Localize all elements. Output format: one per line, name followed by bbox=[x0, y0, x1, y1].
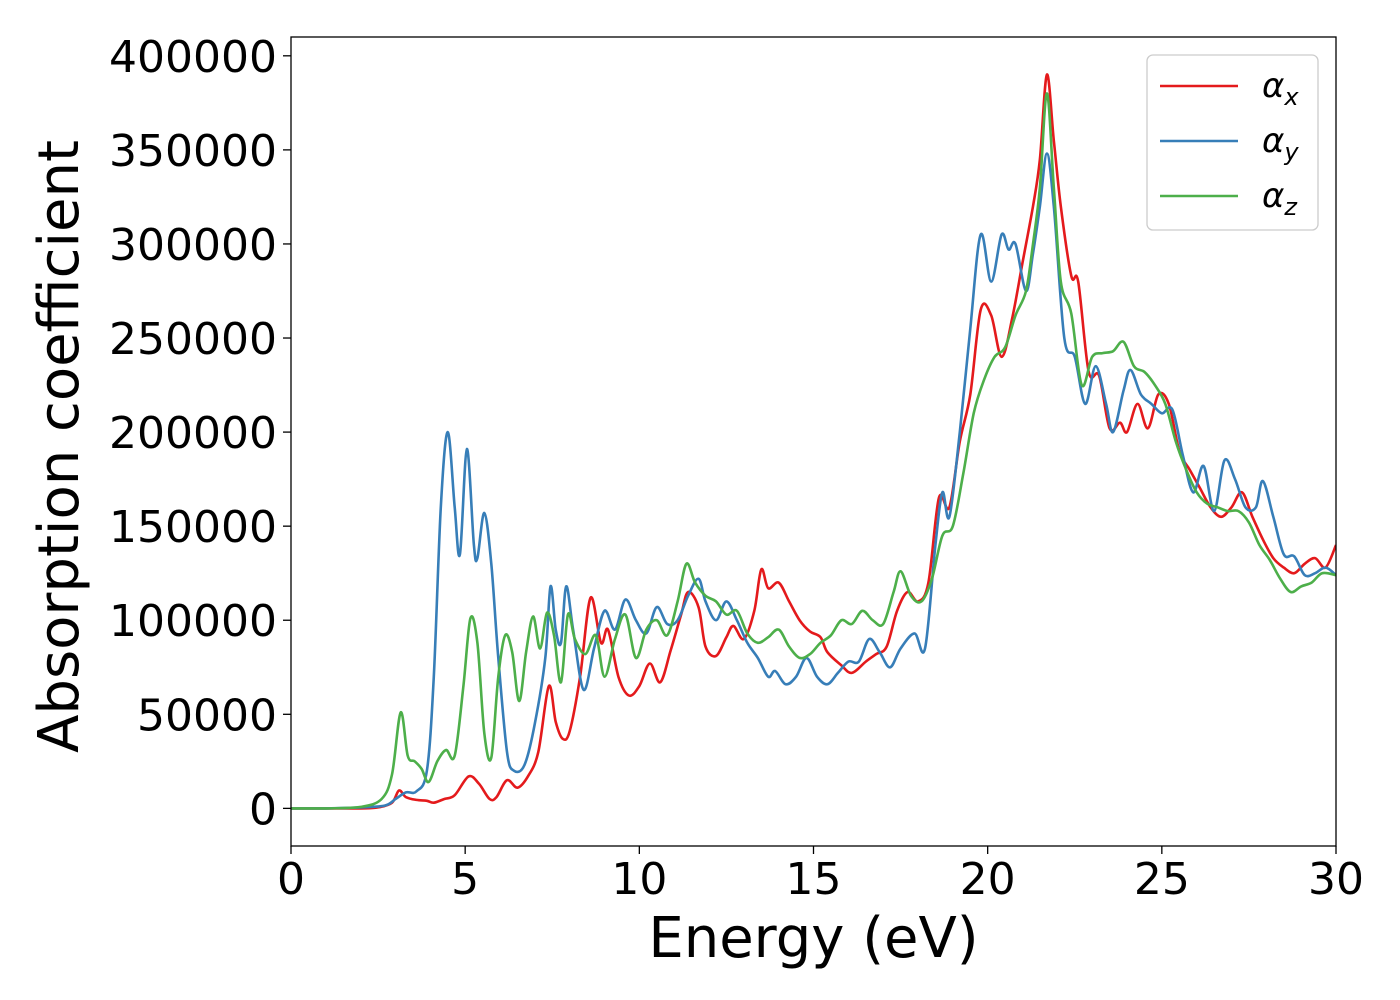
y-tick-label: 400000 bbox=[109, 32, 277, 83]
y-tick-label: 0 bbox=[249, 784, 277, 835]
y-tick-label: 200000 bbox=[109, 408, 277, 459]
x-tick-label: 10 bbox=[611, 854, 667, 905]
legend-box bbox=[1146, 54, 1319, 231]
y-axis-title: Absorption coefficient bbox=[27, 140, 92, 753]
y-tick-label: 50000 bbox=[137, 690, 277, 741]
series-line-alpha-y bbox=[291, 152, 1336, 810]
x-tick-label: 30 bbox=[1308, 854, 1364, 905]
y-tick-label: 100000 bbox=[109, 596, 277, 647]
x-tick-label: 5 bbox=[451, 854, 479, 905]
plot-lines bbox=[291, 73, 1336, 810]
y-tick-label: 250000 bbox=[109, 314, 277, 365]
x-tick-label: 15 bbox=[786, 854, 842, 905]
y-axis: 0 50000 100000 150000 200000 250000 300000 3500… bbox=[109, 32, 291, 835]
x-tick-label: 0 bbox=[277, 854, 305, 905]
y-tick-label: 350000 bbox=[109, 126, 277, 177]
x-tick-label: 25 bbox=[1134, 854, 1190, 905]
x-tick-label: 20 bbox=[960, 854, 1016, 905]
x-axis: 0 5 10 15 20 25 30 bbox=[277, 846, 1364, 905]
y-tick-label: 150000 bbox=[109, 502, 277, 553]
series-line-alpha-z bbox=[291, 92, 1336, 810]
x-axis-title: Energy (eV) bbox=[648, 906, 978, 971]
series-line-alpha-x bbox=[291, 73, 1336, 810]
y-tick-label: 300000 bbox=[109, 220, 277, 271]
